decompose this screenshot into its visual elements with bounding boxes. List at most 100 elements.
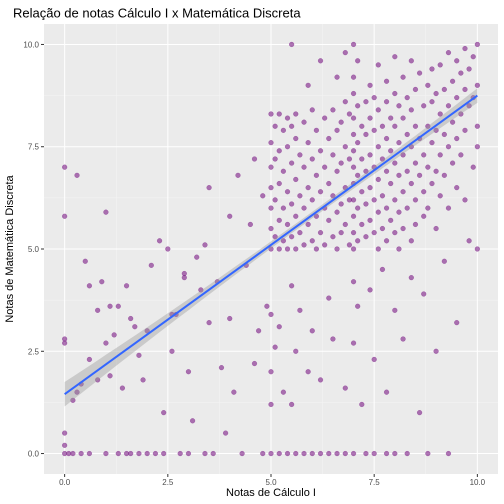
data-point: [466, 103, 472, 109]
data-point: [297, 230, 303, 236]
data-point: [421, 103, 427, 109]
data-point: [103, 340, 109, 346]
data-point: [425, 450, 431, 457]
data-point: [462, 86, 468, 93]
x-tick-label: 5.0: [265, 478, 277, 487]
data-point: [326, 217, 332, 223]
data-point: [433, 168, 439, 174]
data-point: [338, 160, 344, 166]
data-point: [462, 197, 468, 203]
data-point: [359, 221, 365, 228]
data-point: [293, 246, 299, 252]
data-point: [462, 127, 468, 133]
data-point: [383, 135, 390, 142]
data-point: [330, 336, 336, 342]
data-point: [305, 82, 311, 88]
data-point: [330, 234, 336, 240]
data-point: [466, 66, 472, 72]
data-point: [284, 144, 291, 150]
data-point: [342, 385, 348, 391]
data-point: [82, 258, 88, 264]
data-point: [458, 152, 464, 158]
data-point: [330, 107, 336, 113]
data-point: [161, 450, 167, 457]
data-points: [62, 41, 480, 457]
data-point: [280, 389, 286, 395]
data-point: [416, 410, 423, 416]
data-point: [450, 78, 456, 84]
data-point: [441, 131, 447, 138]
data-point: [322, 242, 328, 248]
data-point: [412, 221, 419, 228]
data-point: [322, 115, 328, 121]
x-tick-label: 7.5: [369, 478, 381, 487]
data-point: [293, 450, 299, 457]
data-point: [383, 78, 390, 84]
data-point: [445, 50, 452, 56]
y-tick-label: 5.0: [28, 245, 40, 254]
data-point: [367, 287, 373, 293]
data-point: [350, 164, 357, 170]
data-point: [305, 185, 311, 191]
data-point: [371, 450, 377, 457]
data-point: [346, 156, 353, 162]
data-point: [371, 95, 377, 101]
data-point: [334, 209, 340, 215]
data-point: [429, 99, 435, 105]
data-point: [338, 201, 344, 207]
data-point: [276, 450, 282, 457]
data-point: [474, 82, 480, 88]
data-point: [383, 168, 390, 174]
data-point: [284, 221, 291, 228]
data-point: [437, 62, 443, 68]
data-point: [342, 450, 348, 457]
data-point: [268, 140, 274, 146]
data-point: [404, 95, 410, 101]
data-point: [86, 356, 93, 363]
data-point: [284, 189, 291, 195]
data-point: [251, 360, 258, 367]
data-point: [198, 287, 204, 293]
data-point: [355, 172, 361, 178]
data-point: [350, 197, 357, 203]
data-point: [293, 213, 299, 219]
data-point: [437, 152, 443, 158]
data-point: [392, 54, 398, 60]
data-point: [313, 246, 320, 252]
data-point: [293, 111, 299, 117]
data-point: [334, 246, 340, 252]
data-point: [128, 450, 134, 457]
data-point: [289, 41, 295, 48]
data-point: [388, 148, 394, 154]
data-point: [330, 152, 336, 158]
data-point: [317, 148, 324, 154]
data-point: [95, 307, 101, 313]
data-point: [363, 99, 369, 105]
data-point: [379, 123, 386, 129]
data-point: [396, 246, 402, 252]
data-point: [280, 205, 286, 211]
data-point: [371, 230, 377, 236]
data-point: [437, 193, 443, 199]
data-point: [227, 315, 233, 322]
data-point: [454, 185, 460, 191]
data-point: [276, 148, 282, 154]
data-point: [268, 401, 274, 408]
data-point: [346, 111, 353, 117]
data-point: [400, 225, 406, 232]
data-point: [400, 74, 406, 80]
data-point: [350, 230, 357, 236]
data-point: [375, 246, 381, 252]
y-axis-title: Notas de Matemática Discreta: [4, 174, 16, 322]
data-point: [454, 95, 460, 101]
data-point: [474, 41, 480, 48]
data-point: [445, 450, 452, 457]
data-point: [350, 131, 357, 138]
data-point: [123, 283, 130, 289]
data-point: [284, 115, 291, 121]
data-point: [74, 389, 80, 395]
data-point: [317, 58, 324, 64]
data-point: [425, 205, 431, 211]
x-tick-label: 10.0: [470, 478, 486, 487]
data-point: [115, 303, 121, 309]
